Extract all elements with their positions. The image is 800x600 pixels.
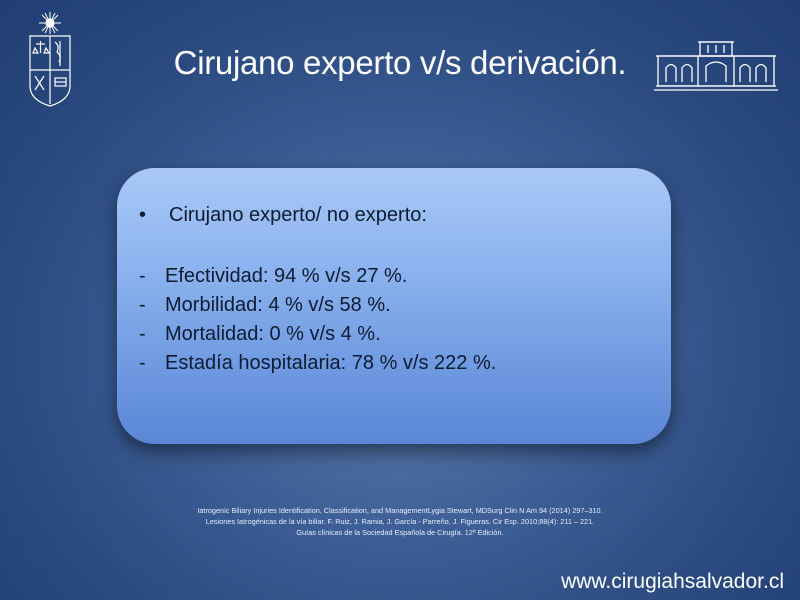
references: Iatrogenic Biliary Injuries Identificati… (0, 505, 800, 538)
dash-marker: - (139, 323, 146, 345)
hospital-building-icon (652, 40, 780, 92)
website-url: www.cirugiahsalvador.cl (561, 570, 784, 593)
university-crest-icon (22, 8, 78, 108)
list-item-text: Estadía hospitalaria: 78 % v/s 222 %. (165, 352, 497, 374)
slide-title: Cirujano experto v/s derivación. (173, 44, 627, 81)
dash-marker: - (139, 265, 146, 287)
stat-list: - Efectividad: 94 % v/s 27 %. - Morbilidad… (139, 262, 496, 378)
reference-line: Iatrogenic Biliary Injuries Identificati… (197, 506, 603, 515)
reference-line: Lesiones Iatrogénicas de la vía biliar. … (205, 517, 595, 526)
list-item-text: Mortalidad: 0 % v/s 4 %. (165, 323, 381, 345)
dash-marker: - (139, 352, 146, 374)
list-item: - Morbilidad: 4 % v/s 58 %. (139, 291, 496, 320)
heading-text: Cirujano experto/ no experto: (169, 204, 427, 226)
dash-marker: - (139, 294, 146, 316)
reference-line: Guías clínicas de la Sociedad Española d… (296, 528, 504, 537)
bullet-dot: • (139, 204, 147, 226)
content-card: • Cirujano experto/ no experto: - Efectivi… (117, 168, 671, 444)
list-item-text: Efectividad: 94 % v/s 27 %. (165, 265, 408, 287)
bullet-heading: • Cirujano experto/ no experto: (139, 204, 427, 227)
list-item: - Estadía hospitalaria: 78 % v/s 222 %. (139, 349, 496, 378)
list-item: - Efectividad: 94 % v/s 27 %. (139, 262, 496, 291)
list-item: - Mortalidad: 0 % v/s 4 %. (139, 320, 496, 349)
list-item-text: Morbilidad: 4 % v/s 58 %. (165, 294, 391, 316)
